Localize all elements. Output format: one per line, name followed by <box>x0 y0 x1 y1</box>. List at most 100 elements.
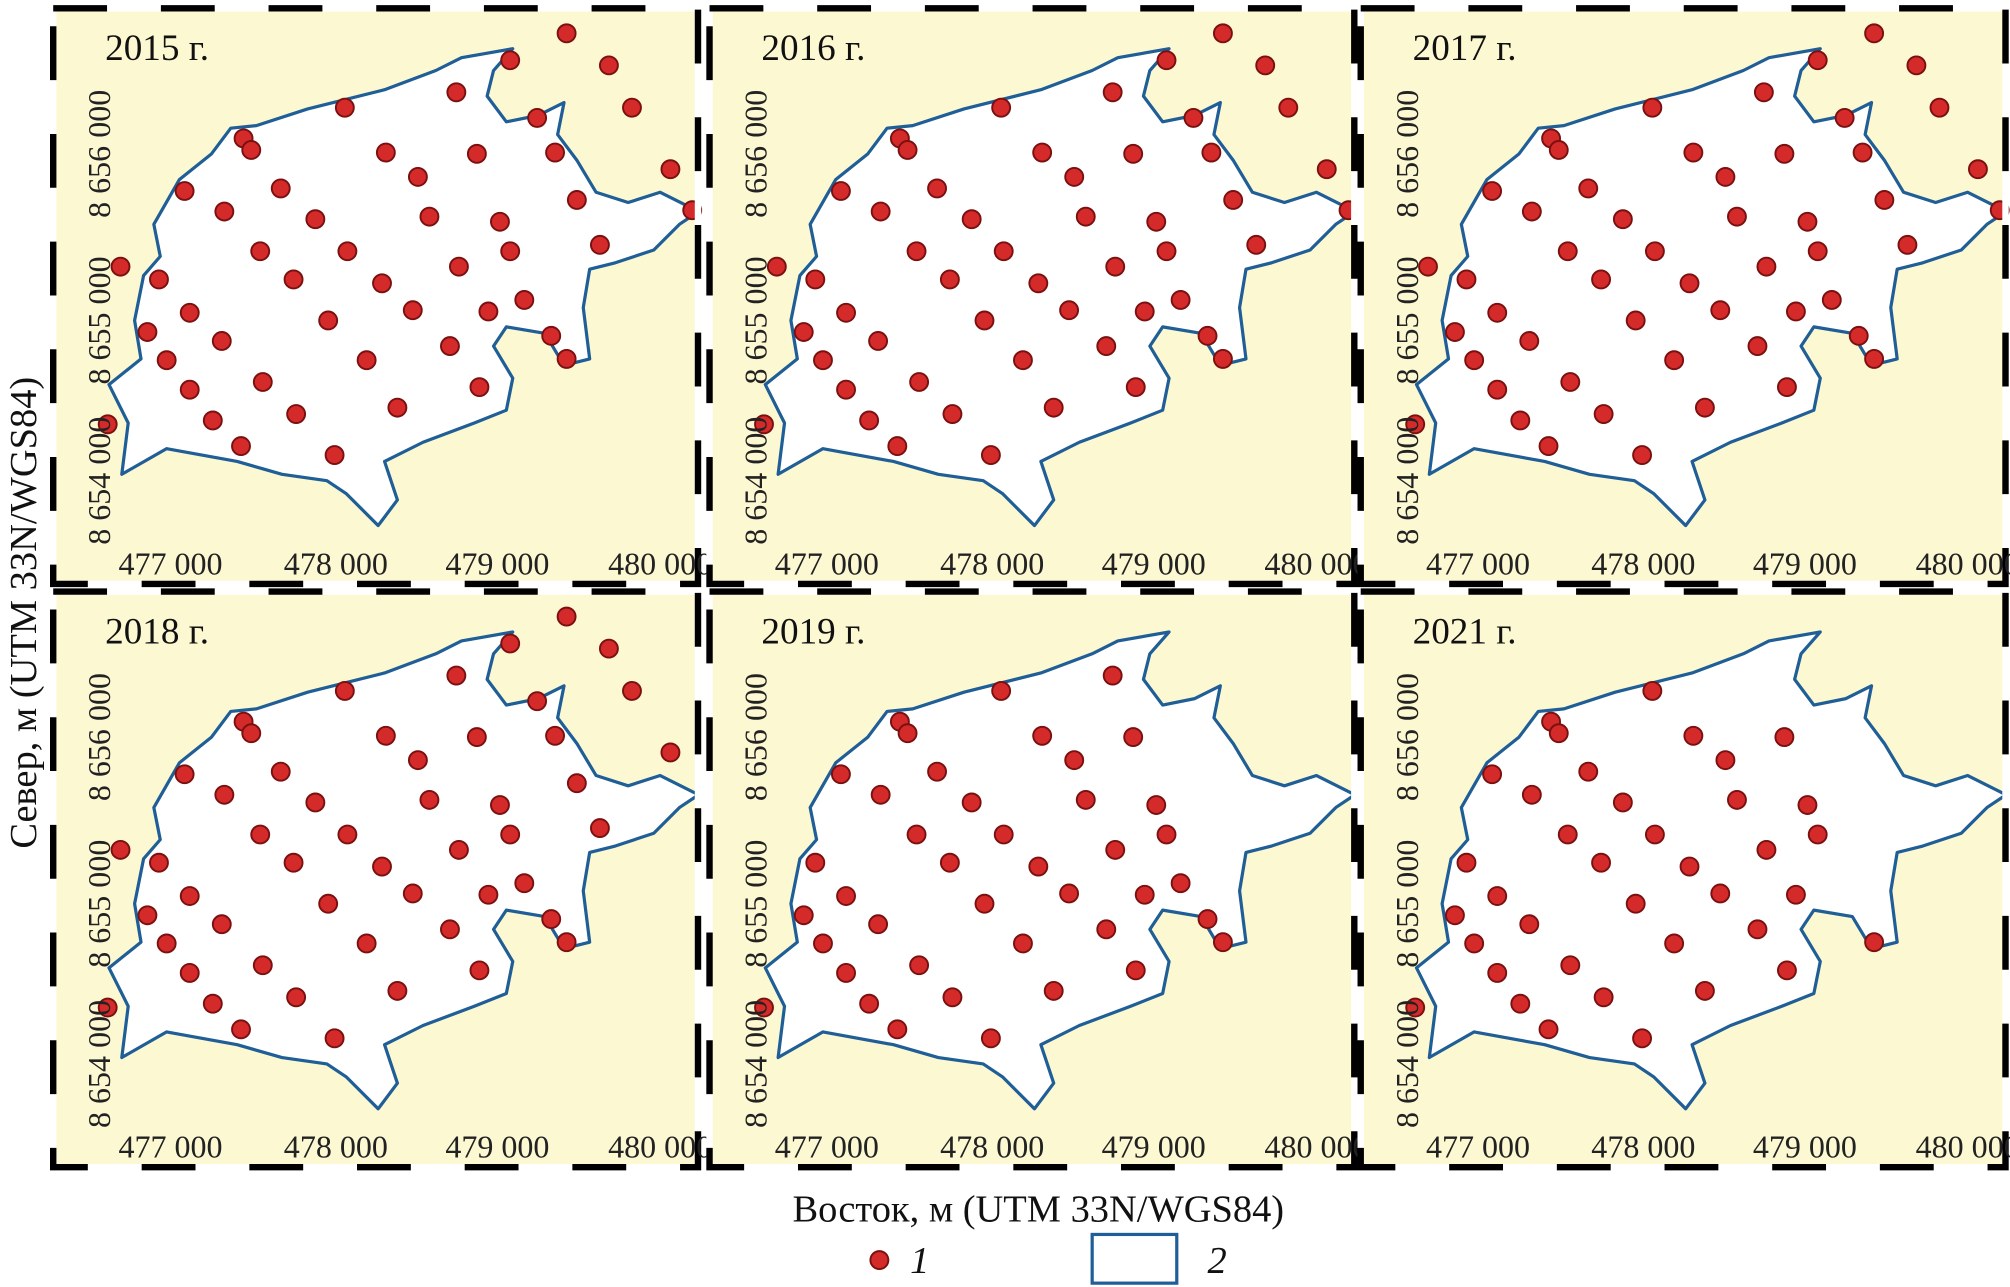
sample-point <box>1807 241 1828 262</box>
sample-point <box>1785 301 1806 322</box>
sample-point <box>1096 919 1117 940</box>
sample-point <box>1255 55 1276 76</box>
panel-title: 2018 г. <box>105 612 209 653</box>
panels: 2015 г. 477 000 478 000 479 000 480 000 8 654… <box>50 5 2010 1171</box>
sample-point <box>1874 190 1895 210</box>
sample-point <box>1632 1028 1653 1049</box>
sample-point <box>305 792 326 813</box>
x-tick-label: 480 000 <box>1916 545 2010 581</box>
y-tick-label: 8 655 000 <box>81 256 117 384</box>
y-tick-label: 8 656 000 <box>1389 673 1425 801</box>
sample-point <box>202 993 223 1014</box>
sample-point <box>1059 300 1080 321</box>
x-tick-label: 477 000 <box>118 1129 222 1165</box>
sample-point <box>407 166 428 187</box>
sample-point <box>1591 852 1612 873</box>
sample-point <box>1096 336 1117 357</box>
sample-point <box>1123 727 1144 748</box>
y-tick-label: 8 656 000 <box>81 90 117 218</box>
legend-label: 1 <box>910 1240 929 1282</box>
sample-point <box>1064 166 1085 187</box>
sample-point <box>1777 377 1797 398</box>
sample-point <box>334 97 355 118</box>
sample-point <box>179 379 200 400</box>
sample-point <box>1807 824 1828 845</box>
x-tick-label: 480 000 <box>1916 1129 2010 1165</box>
sample-point <box>211 331 232 351</box>
sample-point <box>1548 723 1569 744</box>
sample-point <box>1445 322 1465 342</box>
sample-point <box>1756 256 1777 277</box>
x-tick-label: 477 000 <box>775 1129 879 1165</box>
sample-point <box>1183 107 1204 128</box>
sample-point <box>598 638 619 659</box>
sample-point <box>202 410 223 431</box>
sample-point <box>252 372 273 392</box>
sample-point <box>270 178 291 199</box>
sample-point <box>270 761 291 782</box>
neatline-ticks <box>1357 5 2009 588</box>
sample-point <box>813 933 833 954</box>
sample-point <box>754 414 774 435</box>
sample-point <box>419 789 440 810</box>
sample-point <box>836 886 856 906</box>
neatline-ticks <box>706 5 1358 588</box>
x-tick-label: 477 000 <box>118 545 222 581</box>
sample-point <box>942 404 963 424</box>
sample-point <box>589 234 610 255</box>
sample-point <box>541 909 562 930</box>
x-tick-label: 479 000 <box>1753 545 1857 581</box>
sample-point <box>1028 273 1049 294</box>
sample-point <box>1642 97 1663 118</box>
sample-point <box>1694 397 1715 418</box>
sample-point <box>527 691 548 712</box>
sample-point <box>1727 206 1747 227</box>
sample-point <box>375 142 396 163</box>
sample-point <box>1510 410 1531 431</box>
sample-point <box>766 256 787 277</box>
sample-point <box>1578 178 1599 199</box>
sample-point <box>469 377 490 398</box>
sample-point <box>927 178 947 199</box>
sample-point <box>137 905 158 926</box>
sample-point <box>859 993 880 1014</box>
sample-point <box>1043 397 1064 418</box>
sample-point <box>1064 750 1085 771</box>
sample-point <box>909 955 930 976</box>
sample-point <box>174 181 195 201</box>
sample-point <box>1223 190 1244 210</box>
sample-point <box>1747 919 1768 940</box>
sample-point <box>1134 884 1155 905</box>
sample-point <box>446 82 467 103</box>
sample-point <box>1591 269 1612 290</box>
sample-point <box>1774 727 1795 748</box>
neatline-ticks <box>50 588 702 1171</box>
sample-point <box>337 241 358 262</box>
sample-point <box>1864 348 1885 369</box>
sample-point <box>1578 761 1599 782</box>
sample-point <box>1864 23 1885 44</box>
sample-point <box>566 190 587 210</box>
sample-point <box>231 436 251 457</box>
x-tick-label: 478 000 <box>1591 545 1695 581</box>
sample-point <box>469 960 490 981</box>
sample-point <box>283 269 304 290</box>
sample-point <box>1632 445 1653 465</box>
sample-point <box>1774 143 1795 164</box>
sample-point <box>1538 436 1559 457</box>
sample-point <box>961 792 982 813</box>
sample-point <box>1456 269 1477 290</box>
sample-point <box>1170 290 1191 310</box>
sample-point <box>1852 142 1873 163</box>
legend-dot <box>869 1250 890 1271</box>
x-tick-label: 479 000 <box>445 1129 549 1165</box>
sample-point <box>527 107 548 128</box>
sample-point <box>1123 143 1144 164</box>
sample-point <box>1075 206 1096 227</box>
sample-point <box>1664 933 1685 954</box>
y-tick-label: 8 654 000 <box>81 417 117 545</box>
sample-point <box>356 350 377 371</box>
sample-point <box>836 302 856 323</box>
sample-point <box>1156 241 1177 262</box>
